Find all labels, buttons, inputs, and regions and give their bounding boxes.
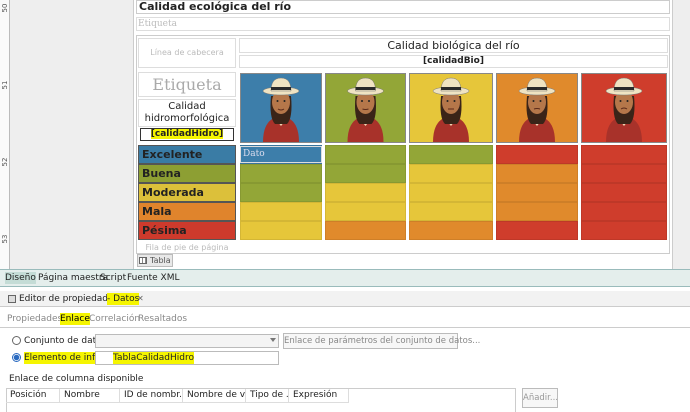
dataset-select[interactable] bbox=[95, 334, 279, 348]
matrix-cell bbox=[496, 221, 578, 240]
panel-close: ✕ bbox=[137, 294, 144, 303]
face-image bbox=[409, 73, 493, 143]
hidro-field-box: [calidadHidro] bbox=[140, 128, 234, 141]
matrix-cell bbox=[409, 202, 493, 221]
hidro-field: [calidadHidro] bbox=[150, 129, 224, 139]
sub-tab[interactable]: Correlación bbox=[89, 314, 141, 324]
table-icon bbox=[139, 257, 147, 264]
face-image bbox=[496, 73, 578, 143]
panel-icon bbox=[8, 295, 16, 303]
matrix-cell bbox=[325, 202, 406, 221]
matrix-cell bbox=[325, 164, 406, 183]
column-binding-label: Enlace de columna disponible bbox=[9, 374, 144, 384]
row-label: Pésima bbox=[138, 221, 236, 240]
face-icon bbox=[262, 77, 300, 142]
row-label: Moderada bbox=[138, 183, 236, 202]
ruler-label: 52 bbox=[1, 157, 9, 167]
data-cell: Dato bbox=[240, 146, 322, 163]
matrix-cell bbox=[581, 183, 667, 202]
bio-field: [calidadBio] bbox=[239, 55, 668, 68]
tab-bar bbox=[0, 269, 690, 287]
add-button[interactable]: Añadir... bbox=[522, 388, 558, 408]
table-tag[interactable]: Tabla bbox=[137, 254, 173, 267]
row-label: Buena bbox=[138, 164, 236, 183]
select-arrow bbox=[270, 338, 276, 342]
ruler bbox=[0, 0, 10, 269]
sub-tab[interactable]: Propiedades bbox=[7, 314, 63, 324]
report-title: Calidad ecológica del río bbox=[136, 0, 670, 14]
matrix-cell bbox=[325, 221, 406, 240]
matrix-cell bbox=[581, 164, 667, 183]
matrix-cell bbox=[496, 202, 578, 221]
matrix-cell bbox=[240, 183, 322, 202]
matrix-cell bbox=[325, 183, 406, 202]
param-button[interactable]: Enlace de parámetros del conjunto de dat… bbox=[283, 333, 480, 349]
column-header[interactable]: Expresión bbox=[289, 389, 349, 403]
editor-tab[interactable]: Script bbox=[100, 273, 127, 283]
matrix-cell bbox=[240, 164, 322, 183]
matrix-cell bbox=[581, 221, 667, 240]
panel-header bbox=[0, 291, 690, 307]
column-header[interactable]: Posición bbox=[6, 389, 60, 403]
matrix-cell bbox=[581, 202, 667, 221]
label-placeholder: Etiqueta bbox=[136, 17, 670, 31]
sub-tab[interactable]: Resaltados bbox=[138, 314, 188, 324]
radio-dataset[interactable] bbox=[12, 336, 21, 345]
column-header[interactable]: Tipo de ... bbox=[246, 389, 289, 403]
matrix-cell bbox=[240, 221, 322, 240]
column-header[interactable]: Nombre de v... bbox=[183, 389, 246, 403]
editor-tab[interactable]: Fuente XML bbox=[127, 273, 180, 283]
column-table bbox=[6, 388, 516, 412]
panel-title-suffix: - Datos bbox=[107, 293, 140, 305]
radio-report-item[interactable] bbox=[12, 353, 21, 362]
column-header[interactable]: ID de nombr... bbox=[120, 389, 183, 403]
face-image bbox=[581, 73, 667, 143]
panel-title: Editor de propiedades bbox=[19, 294, 119, 304]
header-placeholder: Línea de cabecera bbox=[138, 38, 236, 68]
subtab-line bbox=[0, 327, 690, 328]
ruler-label: 51 bbox=[1, 80, 9, 90]
matrix-cell bbox=[409, 221, 493, 240]
face-icon bbox=[347, 77, 384, 142]
matrix-cell bbox=[496, 145, 578, 164]
editor-tab[interactable]: Diseño bbox=[5, 272, 36, 284]
matrix-cell bbox=[240, 202, 322, 221]
dataset-label: Conjunto de datos: bbox=[24, 336, 110, 346]
face-icon bbox=[518, 77, 556, 142]
matrix-cell bbox=[409, 164, 493, 183]
report-item-value: TablaCalidadHidro bbox=[113, 352, 194, 364]
face-image bbox=[240, 73, 322, 143]
matrix-cell bbox=[581, 145, 667, 164]
row-label: Excelente bbox=[138, 145, 236, 164]
ruler-label: 50 bbox=[1, 3, 9, 13]
editor-tab[interactable]: Página maestra bbox=[38, 273, 109, 283]
bio-title: Calidad biológica del río bbox=[239, 38, 668, 53]
matrix-cell bbox=[409, 183, 493, 202]
table-frame bbox=[136, 35, 670, 254]
row-label: Mala bbox=[138, 202, 236, 221]
column-header[interactable]: Nombre bbox=[60, 389, 120, 403]
footer-placeholder: Fila de pie de página bbox=[145, 243, 229, 252]
face-icon bbox=[432, 77, 470, 142]
sub-tab[interactable]: Enlace bbox=[60, 313, 90, 325]
matrix-cell bbox=[325, 145, 406, 164]
matrix-cell bbox=[409, 145, 493, 164]
face-image bbox=[325, 73, 406, 143]
report-item-field[interactable]: TablaCalidadHidro bbox=[95, 351, 279, 365]
matrix-cell bbox=[496, 183, 578, 202]
label-big: Etiqueta bbox=[138, 72, 236, 97]
matrix-cell bbox=[496, 164, 578, 183]
hidro-title: Calidad hidromorfológica bbox=[138, 99, 236, 127]
face-icon bbox=[605, 77, 643, 142]
ruler-label: 53 bbox=[1, 234, 9, 244]
